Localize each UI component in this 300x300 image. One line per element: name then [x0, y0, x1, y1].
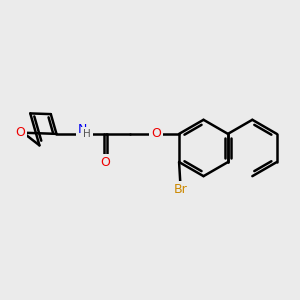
Text: O: O — [151, 128, 160, 140]
Text: Br: Br — [174, 184, 188, 196]
Text: O: O — [15, 126, 25, 139]
Text: H: H — [83, 129, 91, 140]
Text: O: O — [100, 156, 110, 169]
Text: N: N — [78, 123, 87, 136]
